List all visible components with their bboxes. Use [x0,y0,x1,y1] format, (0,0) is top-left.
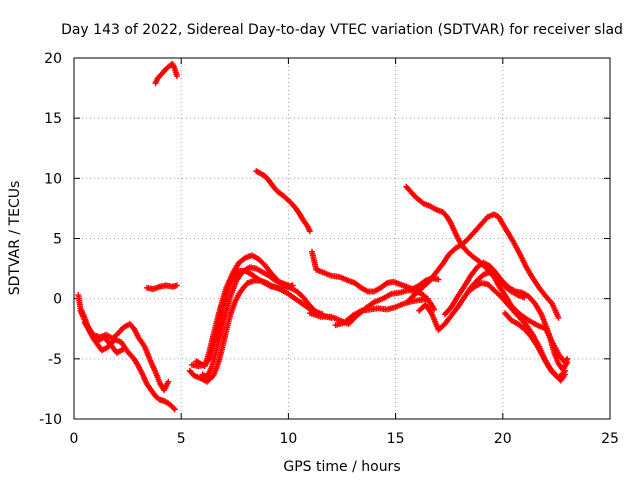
data-point [561,371,568,378]
data-point [171,406,178,413]
data-point [285,282,292,289]
data-point [435,276,442,283]
y-tick-label: -5 [48,352,62,368]
x-tick-label: 0 [70,431,79,447]
data-point [431,306,438,313]
series-arc-05 [152,61,180,87]
y-tick-label: 20 [44,51,62,67]
series-arc-10 [253,168,313,235]
series-arc-16 [416,269,571,366]
y-axis-label: SDTVAR / TECUs [7,181,23,296]
y-tick-label: 0 [53,292,62,308]
y-tick-label: 15 [44,111,62,127]
data-series [75,61,571,413]
series-arc-03 [81,319,127,356]
data-point [170,405,177,412]
y-tick-label: 5 [53,232,62,248]
series-arc-17 [441,259,571,373]
x-axis-label: GPS time / hours [283,459,400,475]
series-arc-09 [199,264,292,380]
x-tick-label: 25 [601,431,619,447]
data-point [306,228,313,235]
grid [74,58,610,419]
data-point [382,280,389,287]
data-point [120,346,127,353]
x-tick-label: 5 [177,431,186,447]
chart-title: Day 143 of 2022, Sidereal Day-to-day VTE… [61,22,623,38]
axis-ticks [73,57,611,420]
y-tick-label: 10 [44,171,62,187]
data-point [173,282,180,289]
series-arc-01 [75,292,178,413]
y-tick-label: -10 [39,412,62,428]
data-point [173,73,180,80]
x-tick-label: 20 [494,431,512,447]
series-arc-15 [405,211,562,321]
series-arc-13 [332,295,431,329]
x-tick-labels: 0 5 10 15 20 25 [70,431,619,447]
x-tick-label: 10 [279,431,297,447]
series-arc-19 [501,310,568,384]
x-tick-label: 15 [387,431,405,447]
data-point [564,359,571,366]
data-point [555,314,562,321]
series-arc-04 [143,282,180,293]
data-point [424,295,431,302]
data-point [165,378,172,385]
y-tick-labels: -10 -5 0 5 10 15 20 [39,51,62,428]
data-point [209,373,216,380]
